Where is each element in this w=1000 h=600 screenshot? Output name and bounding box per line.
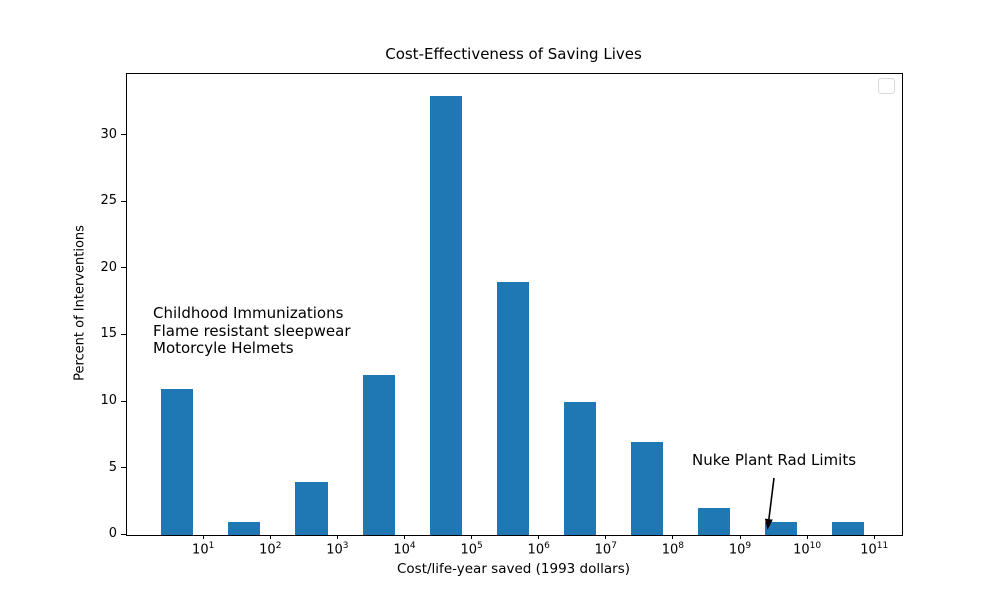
bar [228,521,261,535]
annotation-arrow-icon [764,477,775,530]
annotation-cheap-interventions: Childhood Immunizations Flame resistant … [153,304,351,358]
x-tick-mark [806,535,808,539]
x-tick-label: 104 [393,541,416,558]
x-tick-label: 107 [594,541,617,558]
y-tick-label: 20 [100,259,117,275]
chart-title: Cost-Effectiveness of Saving Lives [385,45,642,63]
y-tick-label: 0 [108,526,117,541]
y-tick-mark [121,200,126,202]
x-tick-mark [605,535,607,539]
x-tick-mark [202,535,204,539]
y-tick-label: 5 [108,459,117,475]
x-tick-mark [739,535,741,539]
bar [832,521,865,535]
x-tick-mark [471,535,473,539]
x-tick-label: 101 [192,541,215,558]
y-tick-mark [121,267,126,269]
x-tick-label: 103 [326,541,349,558]
bar [362,375,395,535]
y-tick-label: 25 [100,193,117,209]
bar [496,282,529,535]
bar [295,481,328,535]
bar [563,402,596,535]
x-tick-mark [672,535,674,539]
annotation-line-1: Childhood Immunizations [153,304,344,322]
annotation-line-2: Flame resistant sleepwear [153,321,351,340]
x-tick-label: 106 [527,541,550,558]
x-tick-label: 102 [259,541,282,558]
x-tick-mark [873,535,875,539]
annotation-line-3: Motorcyle Helmets [153,339,294,357]
x-tick-mark [269,535,271,539]
x-axis-label: Cost/life-year saved (1993 dollars) [397,561,630,577]
annotation-nuke-plant: Nuke Plant Rad Limits [692,451,857,469]
bar [630,441,664,535]
bar [698,508,731,535]
y-tick-mark [121,333,126,335]
y-tick-mark [121,533,126,535]
y-tick-mark [121,400,126,402]
x-tick-mark [538,535,540,539]
y-tick-mark [121,134,126,136]
x-tick-label: 105 [460,541,483,558]
plot-area: Childhood Immunizations Flame resistant … [126,73,903,536]
y-tick-mark [121,467,126,468]
y-tick-label: 10 [100,393,117,408]
x-tick-mark [336,535,338,539]
y-axis-label: Percent of Interventions [72,225,88,381]
x-tick-label: 109 [728,541,752,558]
bar [161,388,194,535]
legend-box [878,78,895,94]
x-tick-label: 108 [661,541,685,558]
y-tick-label: 15 [100,326,117,342]
x-tick-label: 1010 [793,541,822,558]
bar [765,521,798,535]
bar [429,96,462,535]
x-tick-label: 1011 [860,541,889,558]
y-tick-label: 30 [100,126,117,142]
x-tick-mark [404,535,405,539]
